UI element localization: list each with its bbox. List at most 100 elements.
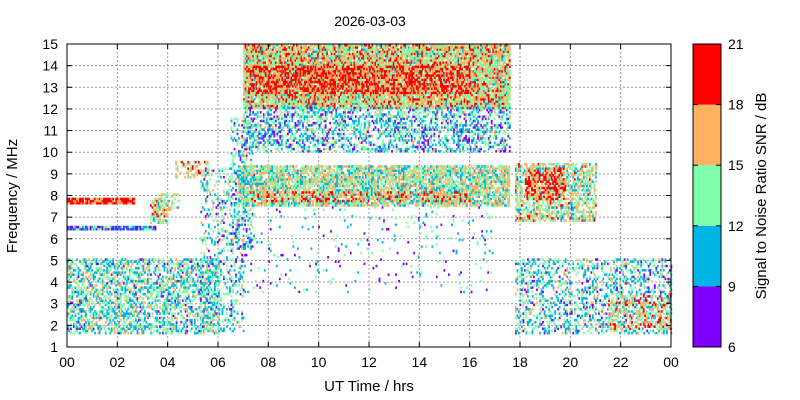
data-pixel — [144, 312, 146, 315]
data-pixel — [187, 160, 190, 164]
data-pixel — [80, 273, 83, 276]
data-pixel — [235, 197, 237, 201]
data-pixel — [121, 314, 124, 317]
data-pixel — [73, 323, 75, 326]
data-pixel — [153, 305, 155, 309]
data-pixel — [226, 277, 228, 281]
data-pixel — [169, 303, 172, 307]
data-pixel — [127, 202, 130, 205]
data-pixel — [181, 279, 184, 283]
data-pixel — [165, 297, 167, 300]
data-pixel — [253, 212, 255, 216]
data-pixel — [239, 288, 242, 292]
data-pixel — [218, 310, 220, 313]
data-pixel — [227, 195, 230, 198]
data-pixel — [235, 279, 237, 283]
data-pixel — [154, 288, 157, 292]
data-pixel — [241, 134, 243, 138]
data-pixel — [145, 305, 148, 309]
data-pixel — [88, 310, 90, 313]
data-pixel — [182, 165, 185, 168]
data-pixel — [236, 132, 239, 136]
data-pixel — [171, 327, 173, 330]
data-pixel — [230, 312, 233, 315]
data-pixel — [77, 295, 80, 298]
data-pixel — [112, 308, 115, 311]
data-pixel — [82, 301, 84, 304]
data-pixel — [154, 318, 157, 322]
data-pixel — [135, 327, 137, 330]
data-pixel — [131, 314, 134, 317]
data-pixel — [76, 295, 78, 298]
data-pixel — [104, 297, 107, 300]
data-pixel — [178, 262, 181, 266]
data-pixel — [160, 288, 163, 292]
data-pixel — [207, 275, 210, 279]
data-pixel — [168, 312, 170, 315]
data-pixel — [127, 295, 130, 298]
data-pixel — [166, 212, 169, 216]
data-pixel — [125, 266, 128, 270]
data-pixel — [198, 308, 201, 311]
data-pixel — [101, 269, 104, 272]
data-pixel — [92, 273, 95, 276]
data-pixel — [139, 305, 142, 309]
data-pixel — [245, 215, 248, 218]
data-pixel — [130, 228, 133, 231]
data-pixel — [151, 323, 154, 326]
data-pixel — [204, 271, 207, 274]
data-pixel — [212, 230, 215, 233]
data-pixel — [212, 314, 215, 317]
data-pixel — [241, 310, 243, 313]
data-pixel — [127, 262, 130, 266]
data-pixel — [92, 329, 95, 333]
data-pixel — [166, 305, 169, 309]
data-pixel — [71, 273, 74, 276]
data-pixel — [82, 199, 84, 203]
data-pixel — [226, 256, 228, 259]
data-pixel — [107, 202, 110, 205]
data-pixel — [184, 318, 187, 322]
data-pixel — [214, 288, 216, 292]
data-pixel — [95, 269, 98, 272]
data-pixel — [220, 221, 222, 224]
data-pixel — [68, 282, 71, 285]
data-pixel — [204, 308, 207, 311]
data-pixel — [197, 169, 200, 172]
data-pixel — [150, 329, 152, 333]
data-pixel — [241, 318, 243, 322]
data-pixel — [110, 310, 113, 313]
data-pixel — [142, 301, 145, 304]
data-pixel — [202, 316, 205, 320]
data-pixel — [106, 197, 109, 201]
data-pixel — [160, 202, 163, 205]
data-pixel — [166, 303, 169, 307]
data-pixel — [196, 171, 199, 175]
data-pixel — [156, 273, 158, 276]
data-pixel — [144, 262, 146, 266]
data-pixel — [220, 279, 222, 283]
data-pixel — [326, 50, 328, 53]
data-pixel — [88, 228, 90, 231]
data-pixel — [175, 303, 178, 307]
data-pixel — [179, 171, 182, 175]
data-pixel — [85, 225, 87, 229]
data-pixel — [226, 325, 228, 328]
data-pixel — [200, 295, 203, 298]
data-pixel — [201, 223, 204, 227]
data-pixel — [218, 331, 220, 335]
data-pixel — [190, 271, 193, 274]
data-pixel — [82, 303, 84, 307]
data-pixel — [94, 331, 96, 335]
data-pixel — [133, 321, 136, 324]
data-pixel — [115, 284, 118, 287]
data-pixel — [175, 206, 178, 209]
data-pixel — [76, 264, 78, 268]
data-pixel — [125, 314, 128, 317]
data-pixel — [144, 329, 146, 333]
data-pixel — [74, 325, 77, 328]
data-pixel — [156, 210, 158, 214]
data-pixel — [205, 277, 208, 281]
data-pixel — [104, 277, 107, 281]
data-pixel — [119, 286, 122, 289]
